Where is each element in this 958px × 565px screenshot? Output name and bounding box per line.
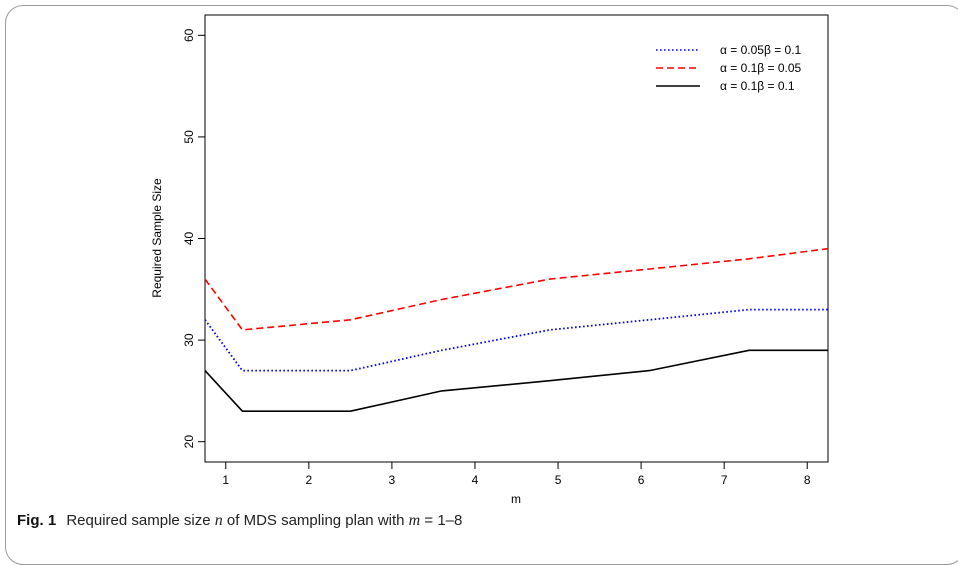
series-line-1	[204, 308, 828, 372]
x-axis-title: m	[511, 492, 521, 506]
legend-label-3: α = 0.1β = 0.1	[720, 79, 795, 93]
y-tick-label: 40	[182, 232, 196, 246]
figure-label: Fig. 1	[17, 512, 57, 529]
x-tick-label: 4	[472, 473, 479, 487]
x-tick-label: 1	[222, 473, 229, 487]
caption-text-2: of MDS sampling plan with	[222, 512, 409, 529]
y-tick-label: 30	[182, 333, 196, 347]
legend-label-1: α = 0.05β = 0.1	[720, 43, 802, 57]
x-tick-label: 5	[555, 473, 562, 487]
legend: α = 0.05β = 0.1 α = 0.1β = 0.05 α = 0.1β =…	[656, 43, 802, 93]
y-axis: 20 30 40 50 60	[182, 28, 205, 448]
x-tick-label: 3	[389, 473, 396, 487]
caption-text-1: Required sample size	[66, 512, 215, 529]
series-layer	[204, 247, 829, 412]
series-line-3	[204, 349, 828, 412]
line-chart: 20 30 40 50 60 1 2 3 4 5 6 7 8 m Required Sample Si…	[150, 14, 829, 506]
figure-caption: Fig. 1 Required sample size n of MDS sam…	[17, 512, 462, 530]
caption-n-symbol: n	[214, 512, 223, 529]
x-tick-label: 7	[721, 473, 728, 487]
x-tick-label: 8	[804, 473, 811, 487]
caption-m-symbol: m	[408, 512, 421, 529]
x-tick-label: 6	[638, 473, 645, 487]
legend-label-2: α = 0.1β = 0.05	[720, 61, 802, 75]
caption-text-3: = 1–8	[420, 512, 463, 529]
series-line-2	[204, 247, 829, 331]
y-tick-label: 50	[182, 130, 196, 144]
y-tick-label: 20	[182, 435, 196, 449]
x-axis: 1 2 3 4 5 6 7 8	[222, 462, 811, 487]
x-tick-label: 2	[305, 473, 312, 487]
y-tick-label: 60	[182, 28, 196, 42]
y-axis-title: Required Sample Size	[150, 178, 164, 298]
